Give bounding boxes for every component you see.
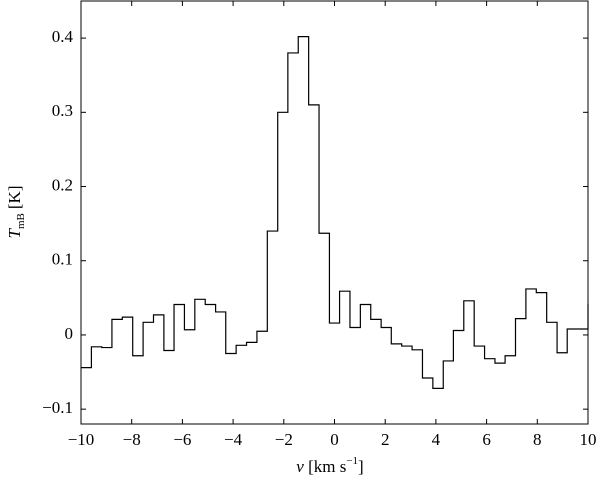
- y-tick-label: 0.1: [52, 250, 73, 269]
- y-label-unit: [K]: [5, 186, 24, 210]
- x-tick-label: 0: [330, 430, 339, 449]
- y-label-symbol: T: [5, 227, 24, 238]
- x-axis-label: v [km s−1]: [296, 455, 363, 476]
- y-tick-label: 0.3: [52, 101, 73, 120]
- y-label-subscript: mB: [15, 213, 27, 229]
- x-tick-label: −6: [173, 430, 191, 449]
- x-tick-label: 10: [580, 430, 597, 449]
- x-label-close: ]: [358, 457, 364, 476]
- x-label-superscript: −1: [346, 455, 358, 467]
- x-label-symbol: v: [296, 457, 304, 476]
- y-axis-label: TmB [K]: [5, 186, 27, 239]
- y-tick-label: 0: [65, 324, 74, 343]
- x-tick-label: 6: [482, 430, 491, 449]
- spectrum-line: [81, 36, 589, 389]
- x-tick-label: 8: [533, 430, 542, 449]
- y-tick-label: 0.4: [52, 27, 74, 46]
- x-tick-label: −2: [275, 430, 293, 449]
- x-tick-label: 4: [432, 430, 441, 449]
- x-tick-label: −10: [68, 430, 95, 449]
- x-tick-label: −4: [224, 430, 243, 449]
- y-tick-label: −0.1: [42, 398, 73, 417]
- x-tick-label: −8: [123, 430, 141, 449]
- plot-frame: [80, 0, 589, 425]
- x-label-unit: [km s: [308, 457, 346, 476]
- y-tick-label: 0.2: [52, 175, 73, 194]
- x-tick-label: 2: [381, 430, 390, 449]
